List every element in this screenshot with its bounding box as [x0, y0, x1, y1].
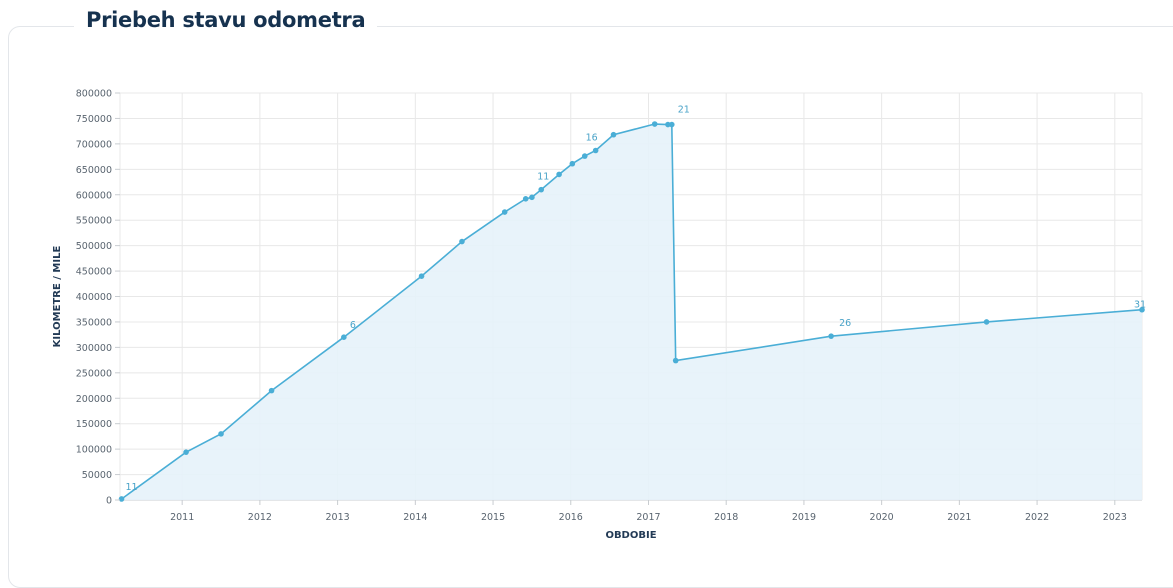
y-tick-label: 750000: [76, 114, 112, 125]
x-tick-label: 2011: [170, 512, 194, 523]
data-point[interactable]: [1139, 306, 1145, 313]
y-axis-ticks: 0 50000 100000 150000 200000 250000 300000 3500…: [76, 89, 120, 507]
y-tick-label: 100000: [76, 445, 112, 456]
data-point[interactable]: [592, 147, 599, 154]
x-tick-label: 2014: [403, 512, 427, 523]
y-tick-label: 200000: [76, 394, 112, 405]
y-tick-label: 700000: [76, 139, 112, 150]
x-tick-label: 2017: [636, 512, 660, 523]
data-point[interactable]: [669, 121, 675, 128]
card-title: Priebeh stavu odometra: [74, 8, 378, 32]
data-point[interactable]: [665, 121, 671, 128]
x-tick-label: 2020: [870, 512, 894, 523]
y-tick-label: 50000: [82, 470, 112, 481]
x-axis-ticks: 2011 2012 2013 2014 2015 2016 2017 2018 2019 2020…: [170, 500, 1127, 523]
point-label: 1: [132, 482, 138, 493]
data-point[interactable]: [459, 238, 465, 245]
x-tick-label: 2021: [947, 512, 971, 523]
y-tick-label: 300000: [76, 343, 112, 354]
y-tick-label: 650000: [76, 165, 112, 176]
x-tick-label: 2015: [481, 512, 505, 523]
y-tick-label: 800000: [76, 89, 112, 100]
data-point[interactable]: [672, 357, 679, 364]
data-point[interactable]: [268, 387, 275, 394]
y-tick-label: 550000: [76, 216, 112, 227]
point-label: 31: [1134, 300, 1146, 311]
data-point[interactable]: [522, 196, 529, 202]
y-tick-label: 250000: [76, 368, 112, 379]
x-tick-label: 2023: [1103, 512, 1127, 523]
data-point[interactable]: [556, 171, 562, 178]
y-tick-label: 400000: [76, 292, 112, 303]
point-label: 11: [537, 172, 549, 183]
point-label: 16: [586, 132, 598, 143]
data-point[interactable]: [538, 186, 545, 193]
data-point[interactable]: [501, 209, 508, 215]
data-points: [118, 121, 1145, 502]
point-label: 26: [839, 318, 851, 329]
point-label: 21: [678, 105, 690, 116]
data-point[interactable]: [651, 121, 658, 127]
y-tick-label: 150000: [76, 419, 112, 430]
data-point[interactable]: [183, 449, 189, 455]
x-tick-label: 2013: [326, 512, 350, 523]
x-axis-title: OBDOBIE: [605, 530, 656, 541]
data-point[interactable]: [569, 160, 576, 167]
y-tick-label: 450000: [76, 267, 112, 278]
data-point[interactable]: [581, 153, 588, 159]
odometer-area: [121, 124, 1142, 500]
data-point[interactable]: [983, 319, 990, 325]
x-tick-label: 2018: [714, 512, 738, 523]
data-point[interactable]: [341, 334, 347, 341]
y-axis-title: KILOMETRE / MILE: [52, 246, 63, 348]
y-tick-label: 500000: [76, 241, 112, 252]
x-tick-label: 2016: [559, 512, 583, 523]
x-tick-label: 2019: [792, 512, 816, 523]
y-tick-label: 600000: [76, 190, 112, 201]
x-tick-label: 2022: [1025, 512, 1049, 523]
x-tick-label: 2012: [248, 512, 272, 523]
data-point[interactable]: [218, 431, 224, 437]
point-label: 6: [350, 320, 356, 331]
point-label: 1: [126, 482, 132, 493]
data-point[interactable]: [118, 496, 125, 502]
data-point[interactable]: [418, 273, 425, 279]
data-point[interactable]: [529, 194, 535, 201]
data-point[interactable]: [610, 131, 617, 138]
data-point[interactable]: [828, 333, 834, 339]
y-tick-label: 0: [106, 496, 112, 507]
y-tick-label: 350000: [76, 317, 112, 328]
